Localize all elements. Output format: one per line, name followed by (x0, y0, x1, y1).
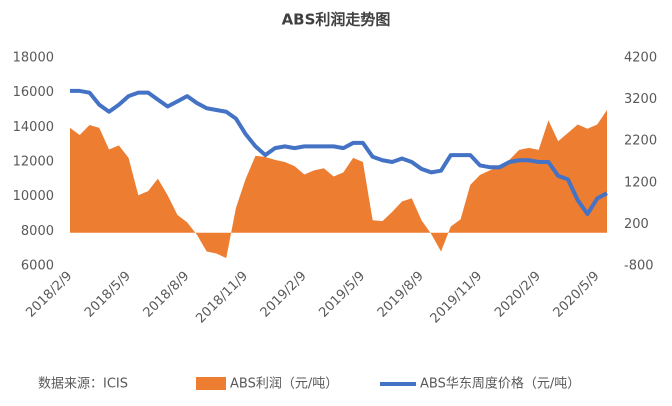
chart-title: ABS利润走势图 (282, 11, 391, 29)
x-tick-label: 2019/8/9 (375, 269, 427, 321)
y-tick-label: 16000 (13, 85, 54, 100)
y-tick-label: 6000 (21, 259, 54, 274)
x-tick-label: 2020/5/9 (551, 269, 603, 321)
x-tick-label: 2019/2/9 (258, 269, 310, 321)
y2-tick-label: -800 (624, 259, 654, 274)
legend-label: ABS利润（元/吨） (230, 377, 338, 392)
x-tick-label: 2018/2/9 (23, 269, 75, 321)
y2-tick-label: 2200 (624, 134, 657, 149)
x-tick-label: 2018/8/9 (141, 269, 193, 321)
legend-swatch (196, 377, 226, 390)
price-line (70, 88, 608, 216)
y2-tick-label: 1200 (624, 175, 657, 190)
y-tick-label: 14000 (13, 120, 54, 135)
legend-label: ABS华东周度价格（元/吨） (420, 376, 580, 392)
y-tick-label: 12000 (13, 155, 54, 170)
y2-tick-label: 200 (624, 217, 649, 232)
x-tick-label: 2019/5/9 (316, 269, 368, 321)
x-tick-label: 2019/11/9 (428, 269, 486, 327)
y-tick-label: 10000 (13, 189, 54, 204)
x-tick-label: 2018/5/9 (82, 269, 134, 321)
profit-area (70, 110, 607, 259)
x-tick-label: 2018/11/9 (193, 269, 251, 327)
y-tick-label: 18000 (13, 51, 54, 66)
y2-tick-label: 4200 (624, 51, 657, 66)
x-tick-label: 2020/2/9 (492, 269, 544, 321)
y-tick-label: 8000 (21, 224, 54, 239)
source-note: 数据来源：ICIS (38, 377, 128, 392)
y2-tick-label: 3200 (624, 92, 657, 107)
